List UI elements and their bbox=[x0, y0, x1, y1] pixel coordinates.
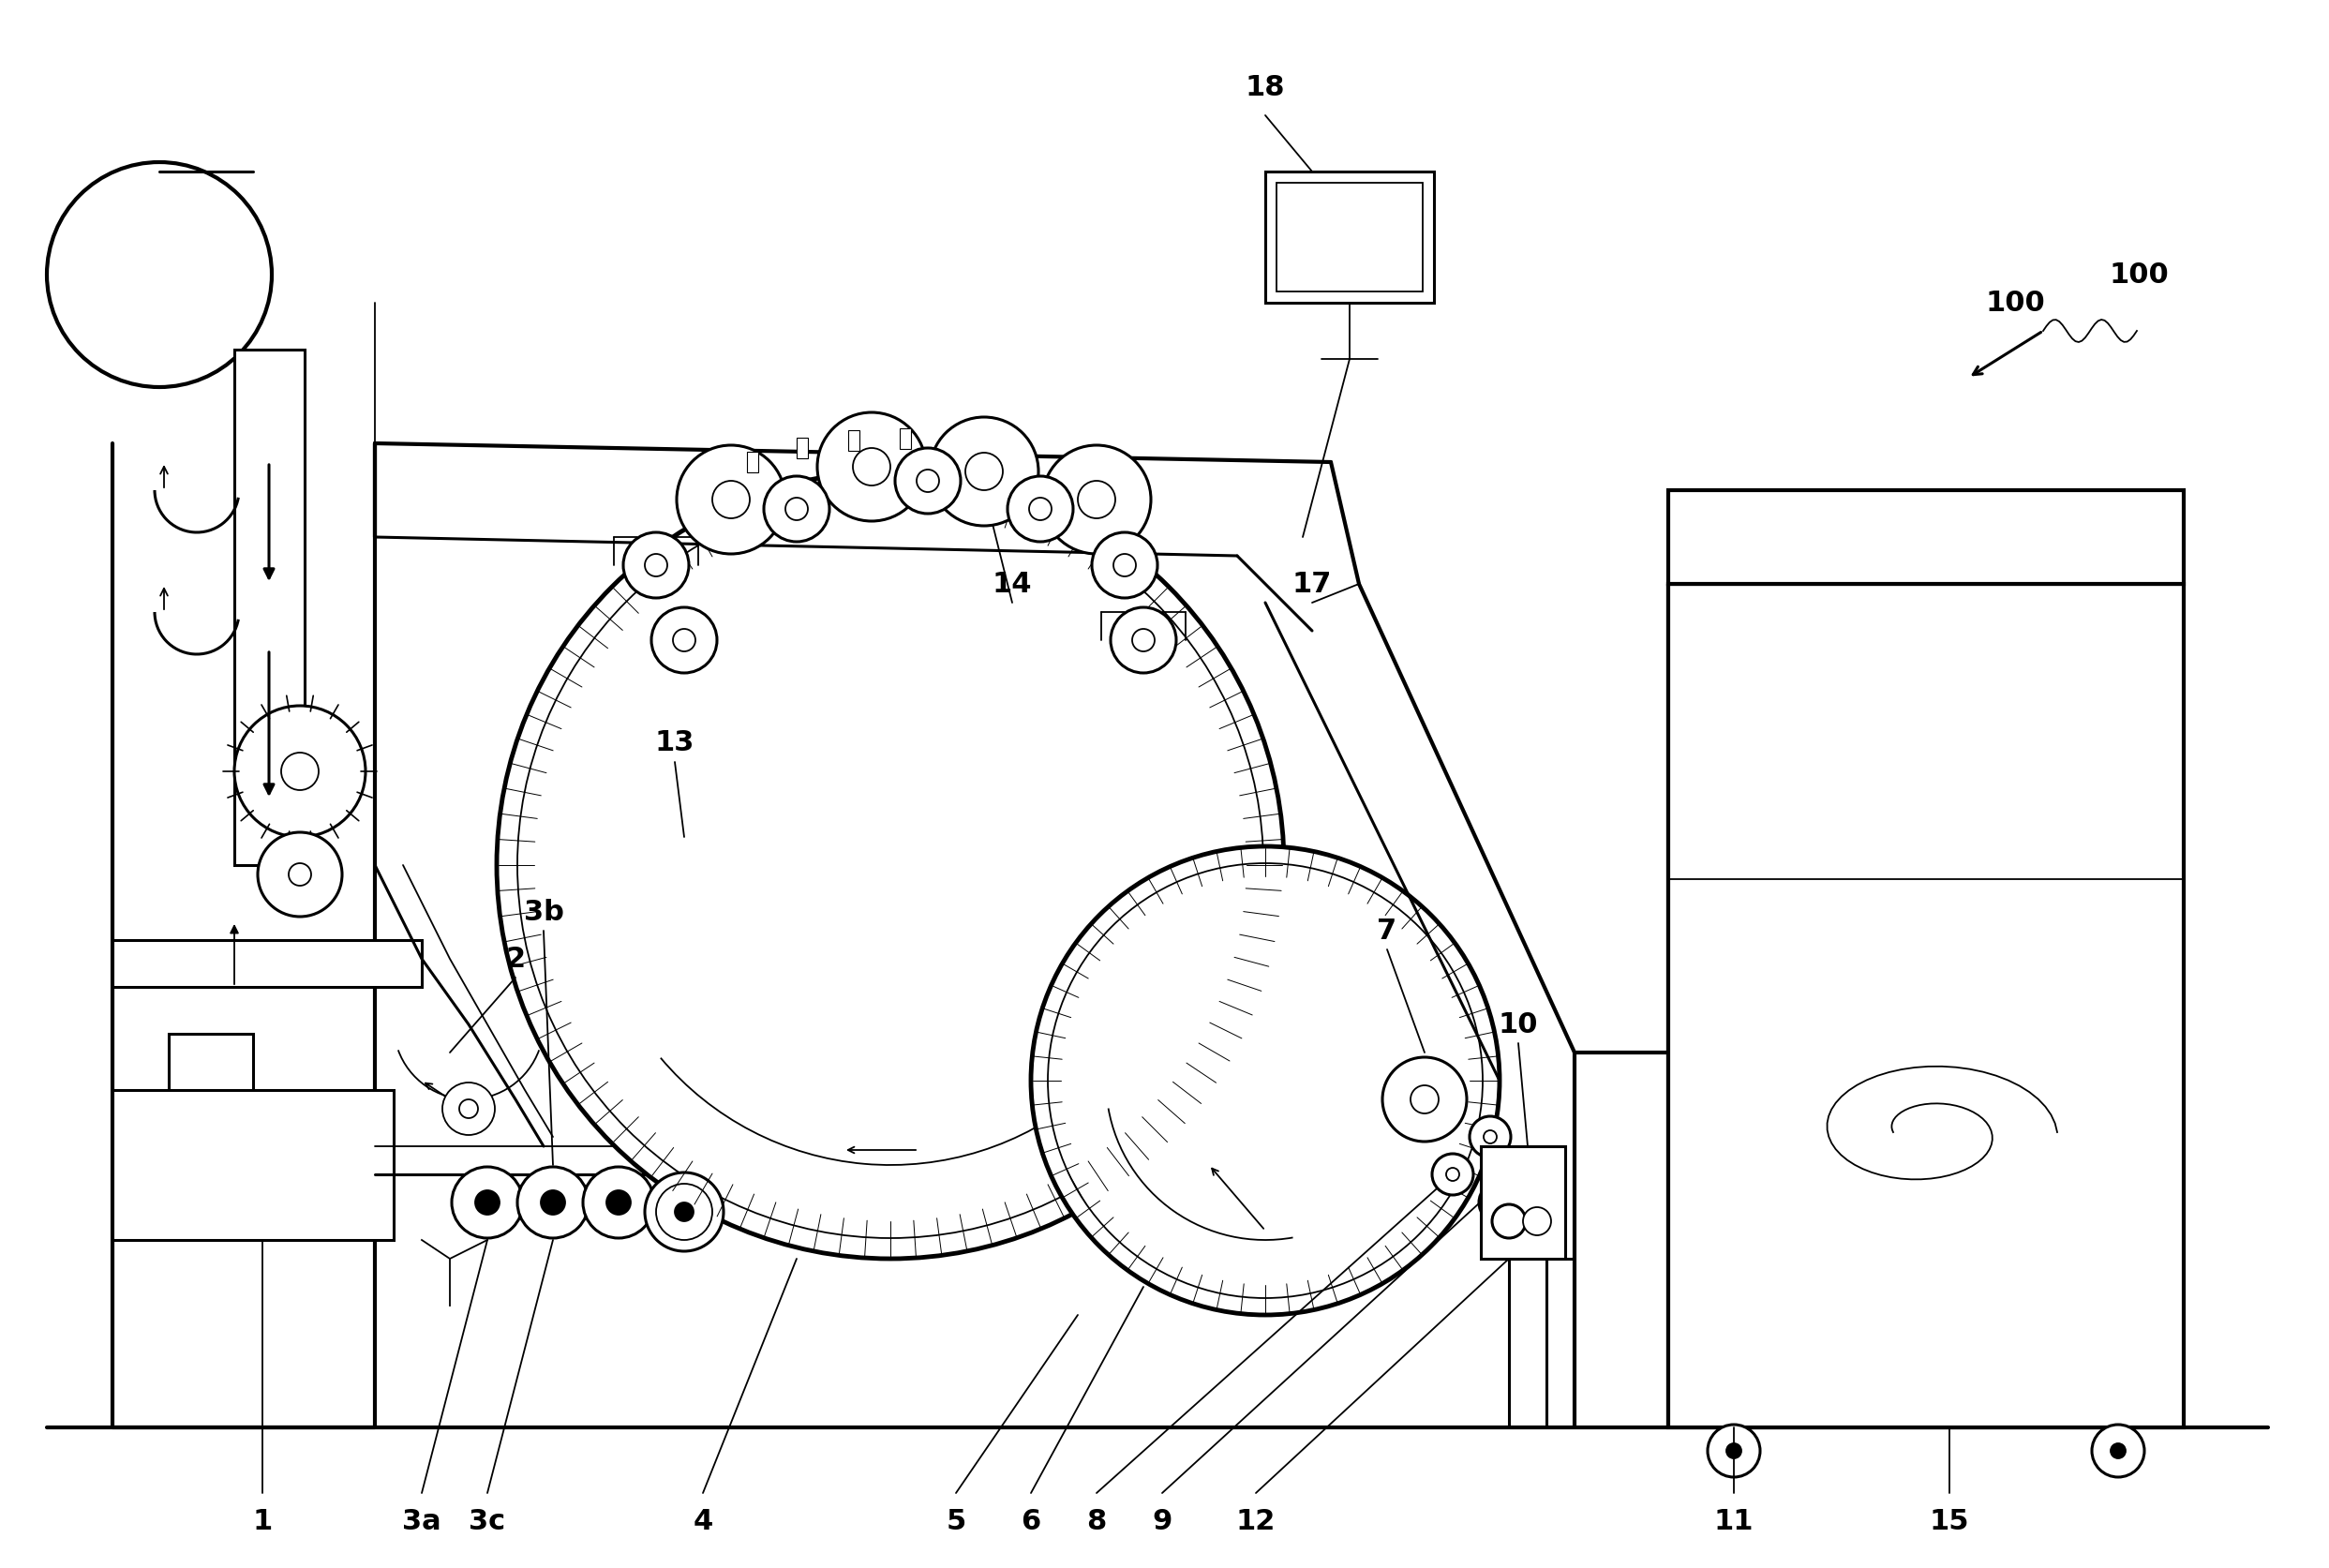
Text: 100: 100 bbox=[2108, 260, 2168, 289]
Circle shape bbox=[1008, 477, 1074, 541]
Circle shape bbox=[1493, 1196, 1507, 1209]
Text: 6: 6 bbox=[1020, 1507, 1041, 1535]
Circle shape bbox=[624, 533, 689, 597]
Circle shape bbox=[964, 453, 1004, 491]
Circle shape bbox=[1411, 1085, 1439, 1113]
Circle shape bbox=[764, 477, 829, 541]
Circle shape bbox=[817, 412, 927, 521]
Circle shape bbox=[1470, 1116, 1512, 1157]
Circle shape bbox=[1479, 1182, 1521, 1223]
Circle shape bbox=[652, 607, 717, 673]
Bar bbox=[1481, 1146, 1565, 1259]
Circle shape bbox=[235, 706, 366, 837]
Circle shape bbox=[289, 864, 312, 886]
Circle shape bbox=[2091, 1425, 2145, 1477]
Text: 12: 12 bbox=[1237, 1507, 1276, 1535]
Circle shape bbox=[452, 1167, 524, 1239]
Text: 7: 7 bbox=[1376, 917, 1397, 944]
Text: 18: 18 bbox=[1246, 74, 1286, 100]
Circle shape bbox=[1132, 629, 1155, 651]
Bar bbox=[848, 430, 859, 450]
Circle shape bbox=[675, 1203, 694, 1221]
Circle shape bbox=[459, 1099, 477, 1118]
Circle shape bbox=[1092, 533, 1158, 597]
Bar bbox=[1265, 171, 1435, 303]
Circle shape bbox=[1111, 607, 1176, 673]
Circle shape bbox=[606, 1190, 631, 1215]
Circle shape bbox=[496, 472, 1283, 1259]
Circle shape bbox=[540, 1190, 566, 1215]
Bar bbox=[797, 437, 808, 458]
Circle shape bbox=[282, 753, 319, 790]
Circle shape bbox=[678, 445, 785, 554]
Bar bbox=[748, 452, 759, 472]
Bar bbox=[168, 1033, 254, 1099]
Circle shape bbox=[2110, 1444, 2126, 1458]
Text: 3a: 3a bbox=[403, 1507, 440, 1535]
Bar bbox=[112, 1090, 394, 1240]
Circle shape bbox=[894, 448, 960, 514]
Text: 9: 9 bbox=[1153, 1507, 1171, 1535]
Circle shape bbox=[645, 1173, 724, 1251]
Circle shape bbox=[713, 481, 750, 519]
Circle shape bbox=[1032, 847, 1500, 1316]
Bar bbox=[1668, 583, 2185, 1427]
Text: 3b: 3b bbox=[524, 898, 564, 925]
Text: 17: 17 bbox=[1293, 571, 1332, 597]
Bar bbox=[235, 350, 305, 866]
Text: 2: 2 bbox=[505, 946, 526, 972]
Bar bbox=[1276, 183, 1423, 292]
Bar bbox=[899, 428, 911, 448]
Circle shape bbox=[1383, 1057, 1467, 1142]
Circle shape bbox=[1523, 1207, 1551, 1236]
Circle shape bbox=[929, 417, 1039, 525]
Circle shape bbox=[1484, 1131, 1498, 1143]
Circle shape bbox=[443, 1082, 494, 1135]
Circle shape bbox=[475, 1190, 498, 1215]
Text: 100: 100 bbox=[1984, 289, 2045, 317]
Text: 3c: 3c bbox=[468, 1507, 505, 1535]
Text: 11: 11 bbox=[1714, 1507, 1754, 1535]
Circle shape bbox=[1113, 554, 1137, 577]
Circle shape bbox=[645, 554, 668, 577]
Circle shape bbox=[582, 1167, 654, 1239]
Bar bbox=[1668, 491, 2185, 583]
Circle shape bbox=[852, 448, 890, 486]
Circle shape bbox=[259, 833, 342, 917]
Circle shape bbox=[47, 162, 272, 387]
Text: 14: 14 bbox=[992, 571, 1032, 597]
Circle shape bbox=[673, 629, 696, 651]
Circle shape bbox=[785, 497, 808, 521]
Circle shape bbox=[1726, 1444, 1742, 1458]
Text: 5: 5 bbox=[946, 1507, 967, 1535]
Text: 1: 1 bbox=[252, 1507, 272, 1535]
Circle shape bbox=[918, 469, 939, 492]
Circle shape bbox=[517, 1167, 589, 1239]
Text: 8: 8 bbox=[1088, 1507, 1106, 1535]
Circle shape bbox=[1707, 1425, 1761, 1477]
Circle shape bbox=[657, 1184, 713, 1240]
Text: 4: 4 bbox=[694, 1507, 713, 1535]
Circle shape bbox=[1432, 1154, 1474, 1195]
Text: 13: 13 bbox=[654, 729, 694, 757]
Circle shape bbox=[1493, 1204, 1525, 1239]
Circle shape bbox=[1041, 445, 1151, 554]
Circle shape bbox=[1446, 1168, 1460, 1181]
Bar bbox=[112, 941, 422, 986]
Text: 15: 15 bbox=[1928, 1507, 1970, 1535]
Circle shape bbox=[517, 492, 1262, 1239]
Text: 10: 10 bbox=[1498, 1011, 1537, 1038]
Circle shape bbox=[1048, 864, 1484, 1298]
Circle shape bbox=[1078, 481, 1116, 519]
Circle shape bbox=[1029, 497, 1053, 521]
